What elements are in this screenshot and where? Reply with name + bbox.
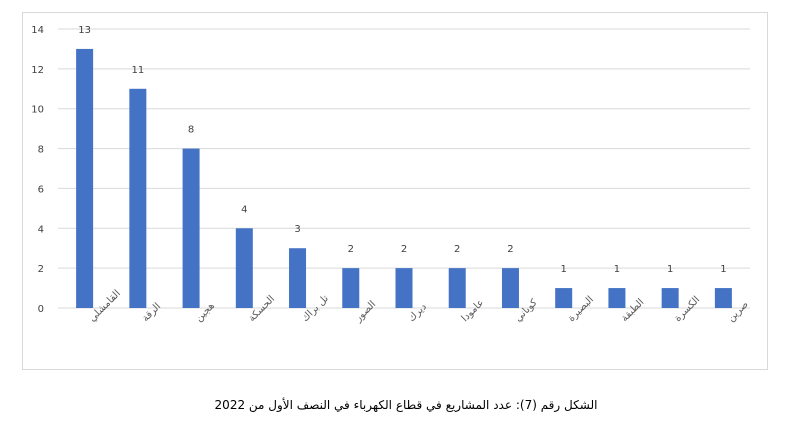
data-label: 8 [188, 125, 194, 136]
bar [448, 268, 466, 308]
y-axis-ticks: 0 2 4 6 8 10 12 14 [31, 25, 44, 315]
bar [555, 288, 573, 308]
bars [76, 48, 732, 309]
data-label: 1 [614, 264, 620, 275]
y-tick-label: 10 [31, 105, 44, 116]
bar [289, 248, 307, 308]
data-label: 1 [720, 264, 726, 275]
data-label: 2 [507, 244, 513, 255]
data-label: 1 [667, 264, 673, 275]
data-label: 2 [401, 244, 407, 255]
bar [76, 48, 94, 309]
bar [129, 88, 147, 309]
y-tick-label: 6 [38, 184, 44, 195]
y-tick-label: 2 [38, 264, 44, 275]
data-label: 3 [294, 224, 300, 235]
bar [235, 228, 253, 308]
data-label: 2 [454, 244, 460, 255]
data-label: 4 [241, 204, 247, 215]
data-label: 1 [561, 264, 567, 275]
bar [661, 288, 679, 308]
figure-caption: الشكل رقم (7): عدد المشاريع في قطاع الكه… [214, 398, 598, 412]
bar [395, 268, 413, 308]
bar [608, 288, 626, 308]
data-label: 11 [131, 65, 144, 76]
bar [501, 268, 519, 308]
data-label: 2 [348, 244, 354, 255]
data-label: 13 [78, 25, 91, 36]
y-tick-label: 14 [31, 25, 44, 36]
y-tick-label: 4 [38, 224, 44, 235]
y-tick-label: 8 [38, 145, 44, 156]
bar [342, 268, 360, 308]
y-tick-label: 0 [38, 304, 44, 315]
y-tick-label: 12 [31, 65, 44, 76]
bar [714, 288, 732, 308]
bar [182, 148, 200, 308]
gridlines [58, 28, 750, 309]
